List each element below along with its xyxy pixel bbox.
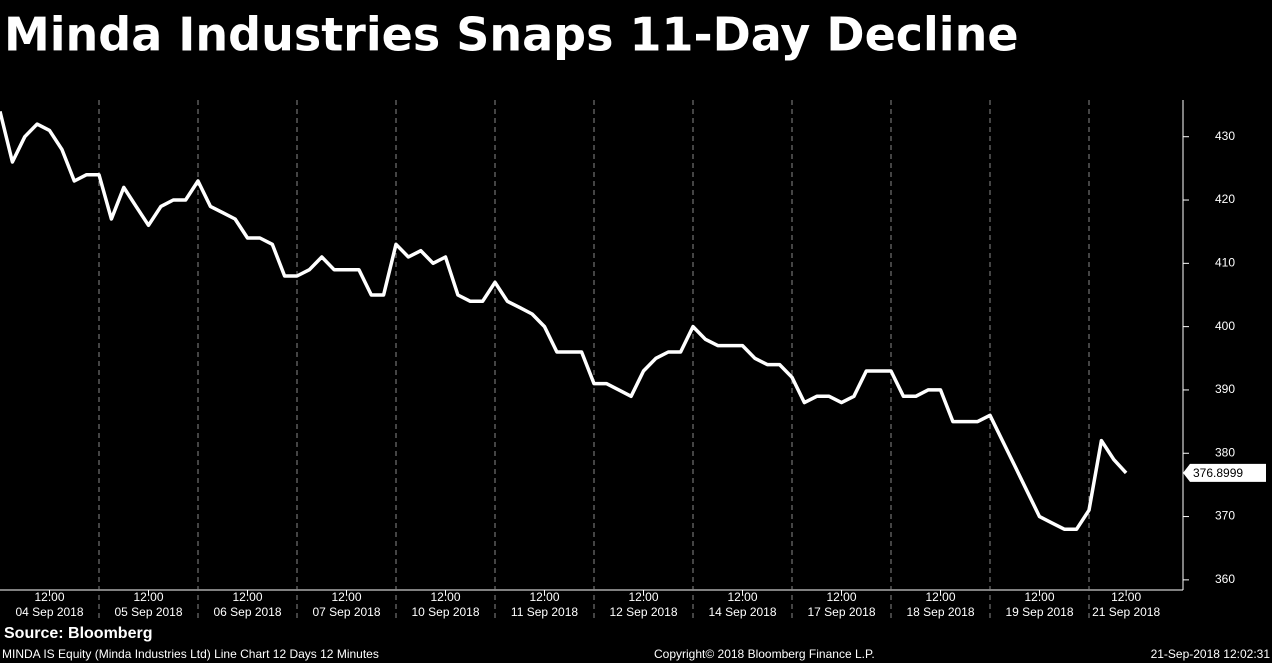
y-tick-label: 410 bbox=[1215, 256, 1235, 270]
x-tick-label: 14 Sep 2018 bbox=[708, 605, 776, 619]
x-tick-label: 05 Sep 2018 bbox=[114, 605, 182, 619]
x-tick-time: 12:00 bbox=[826, 590, 856, 604]
y-tick-label: 390 bbox=[1215, 382, 1235, 396]
x-tick-time: 12:00 bbox=[34, 590, 64, 604]
price-line bbox=[0, 110, 1128, 531]
y-tick-label: 380 bbox=[1215, 445, 1235, 459]
last-price-box bbox=[1183, 463, 1266, 482]
x-tick-time: 12:00 bbox=[133, 590, 163, 604]
x-tick-label: 06 Sep 2018 bbox=[213, 605, 281, 619]
x-tick-label: 10 Sep 2018 bbox=[411, 605, 479, 619]
y-tick-label: 400 bbox=[1215, 319, 1235, 333]
source: Source: Bloomberg bbox=[4, 625, 152, 642]
x-tick-label: 11 Sep 2018 bbox=[511, 605, 578, 619]
x-tick-time: 12:00 bbox=[1024, 590, 1054, 604]
x-tick-label: 07 Sep 2018 bbox=[312, 605, 380, 619]
last-price-label: 376.8999 bbox=[1193, 466, 1243, 480]
x-tick-time: 12:00 bbox=[727, 590, 757, 604]
x-tick-time: 12:00 bbox=[628, 590, 658, 604]
x-tick-label: 12 Sep 2018 bbox=[609, 605, 677, 619]
y-tick-label: 430 bbox=[1215, 129, 1235, 143]
x-tick-label: 18 Sep 2018 bbox=[906, 605, 974, 619]
chart-title: Minda Industries Snaps 11-Day Decline bbox=[4, 8, 1019, 62]
x-tick-label: 04 Sep 2018 bbox=[15, 605, 83, 619]
y-tick-label: 420 bbox=[1215, 192, 1235, 206]
x-tick-time: 12:00 bbox=[232, 590, 262, 604]
x-tick-time: 12:00 bbox=[331, 590, 361, 604]
x-tick-time: 12:00 bbox=[529, 590, 559, 604]
x-tick-label: 19 Sep 2018 bbox=[1005, 605, 1073, 619]
footer-right: 21-Sep-2018 12:02:31 bbox=[1151, 647, 1271, 661]
x-tick-time: 12:00 bbox=[925, 590, 955, 604]
x-tick-label: 21 Sep 2018 bbox=[1092, 605, 1160, 619]
x-tick-time: 12:00 bbox=[1111, 590, 1141, 604]
x-tick-label: 17 Sep 2018 bbox=[807, 605, 875, 619]
y-tick-label: 360 bbox=[1215, 572, 1235, 586]
y-tick-label: 370 bbox=[1215, 509, 1235, 523]
footer-center: Copyright© 2018 Bloomberg Finance L.P. bbox=[654, 647, 875, 661]
x-tick-time: 12:00 bbox=[430, 590, 460, 604]
footer-left: MINDA IS Equity (Minda Industries Ltd) L… bbox=[2, 647, 379, 661]
